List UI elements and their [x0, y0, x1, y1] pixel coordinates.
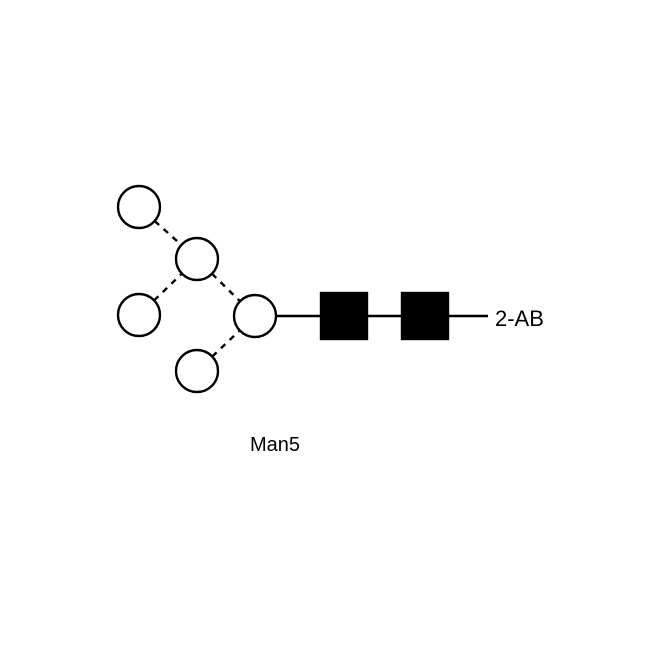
- label-2ab: 2-AB: [495, 306, 544, 332]
- mannose-circle: [176, 350, 218, 392]
- glcnac-square: [402, 293, 448, 339]
- glycan-diagram: [0, 0, 660, 660]
- edge: [154, 274, 182, 301]
- mannose-circle: [234, 295, 276, 337]
- mannose-circle: [118, 294, 160, 336]
- caption-text: Man5: [250, 434, 300, 457]
- edge: [212, 274, 240, 302]
- glcnac-square: [321, 293, 367, 339]
- edge: [212, 330, 240, 356]
- mannose-circle: [176, 238, 218, 280]
- mannose-circle: [118, 186, 160, 228]
- edge: [155, 221, 182, 245]
